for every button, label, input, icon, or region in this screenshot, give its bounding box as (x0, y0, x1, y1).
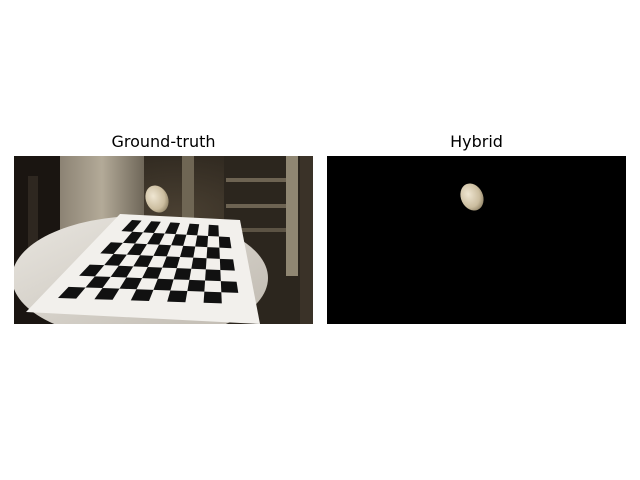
checker-square (79, 264, 105, 277)
ground-truth-title: Ground-truth (111, 132, 216, 151)
checker-square (122, 231, 144, 244)
checker-square (104, 254, 127, 266)
checker-square (143, 221, 161, 233)
checker-square (195, 235, 209, 248)
support-pole (182, 156, 194, 220)
ground-truth-image (14, 156, 313, 324)
checker-square (162, 256, 180, 269)
black-background (327, 156, 626, 324)
checker-square (130, 289, 154, 301)
checker-square (147, 232, 165, 245)
checker-square (94, 288, 120, 300)
checker-square (219, 258, 235, 271)
hybrid-title: Hybrid (450, 132, 503, 151)
checker-square (171, 234, 187, 246)
checker-square (218, 236, 232, 249)
checker-square (180, 245, 196, 258)
checker-square (85, 276, 111, 289)
checker-square (153, 278, 174, 291)
checker-square (191, 257, 207, 270)
segmented-egg (460, 183, 484, 211)
checker-square (100, 242, 123, 255)
ground-truth-scene (14, 156, 313, 324)
checker-square (126, 243, 148, 256)
checker-square (205, 269, 221, 282)
checker-square (203, 291, 222, 304)
checker-square (121, 220, 142, 232)
checker-square (220, 281, 239, 293)
checker-square (153, 244, 172, 257)
checker-square (167, 290, 188, 303)
checker-square (186, 223, 200, 236)
checkerboard (26, 214, 260, 324)
checker-square (173, 268, 192, 280)
checker-square (133, 255, 154, 267)
hybrid-image (327, 156, 626, 324)
floating-egg (145, 185, 169, 213)
checker-square (187, 279, 206, 292)
checker-square (208, 224, 219, 237)
checker-square (142, 266, 163, 279)
checker-square (119, 277, 143, 290)
hybrid-mask (327, 156, 626, 324)
checker-square (58, 286, 86, 299)
checker-square (110, 265, 134, 278)
checker-square (206, 247, 220, 259)
checker-square (164, 222, 180, 235)
